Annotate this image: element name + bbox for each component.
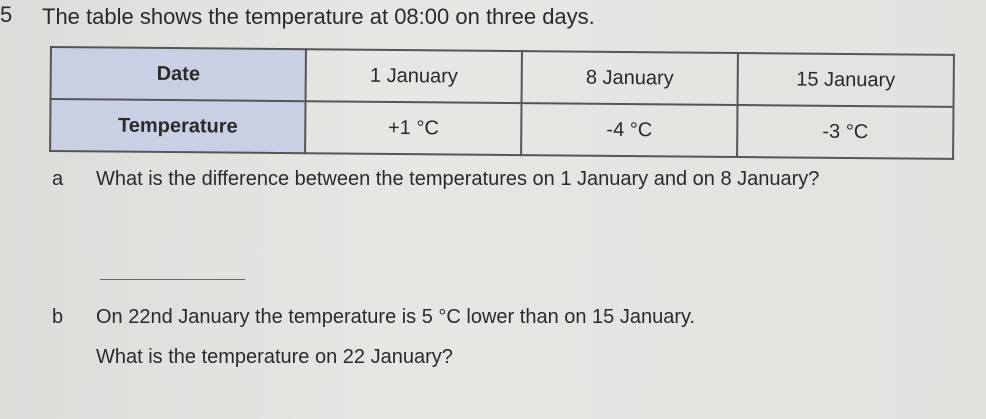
row-header: Temperature (50, 99, 306, 154)
table-cell: -3 °C (737, 105, 954, 159)
question-intro: The table shows the temperature at 08:00… (42, 4, 595, 29)
answer-line[interactable] (100, 279, 245, 280)
part-b-text: On 22nd January the temperature is 5 °C … (96, 306, 696, 328)
table-cell: 15 January (737, 53, 954, 107)
part-a-text: What is the difference between the tempe… (96, 168, 820, 190)
table-row: Date 1 January 8 January 15 January (50, 47, 954, 107)
table-row: Temperature +1 °C -4 °C -3 °C (50, 99, 954, 159)
temperature-table: Date 1 January 8 January 15 January Temp… (49, 46, 955, 160)
row-header: Date (50, 47, 307, 102)
table-cell: +1 °C (305, 101, 522, 156)
question-number: 5 (0, 2, 13, 27)
part-a: a What is the difference between the temp… (52, 168, 819, 191)
part-b-question: What is the temperature on 22 January? (96, 346, 453, 368)
table-cell: 8 January (521, 51, 738, 106)
part-letter: a (52, 168, 64, 190)
part-b: b On 22nd January the temperature is 5 °C… (52, 306, 695, 329)
table-cell: 1 January (305, 49, 523, 104)
part-letter: b (52, 306, 64, 328)
table-cell: -4 °C (521, 103, 738, 158)
